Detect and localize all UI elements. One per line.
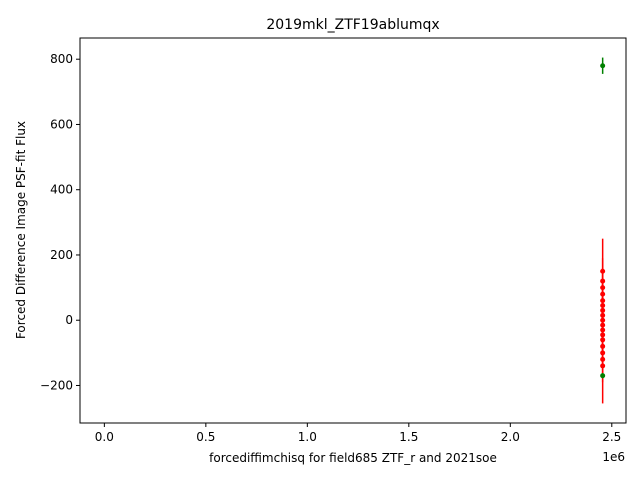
data-point <box>600 322 606 328</box>
data-point <box>600 337 606 343</box>
data-point <box>600 312 606 318</box>
y-axis-label: Forced Difference Image PSF-fit Flux <box>14 121 28 339</box>
x-tick-label: 0.5 <box>196 430 215 444</box>
x-axis-offset-label: 1e6 <box>602 450 625 464</box>
chart-title: 2019mkl_ZTF19ablumqx <box>266 17 439 33</box>
x-tick-label: 1.5 <box>399 430 418 444</box>
x-axis: 0.0 0.5 1.0 1.5 2.0 2.5 <box>95 423 621 444</box>
data-point <box>600 303 606 309</box>
data-series <box>600 57 606 379</box>
data-point <box>600 298 606 304</box>
y-axis: −200 0 200 400 600 800 <box>40 52 80 392</box>
x-axis-label: forcediffimchisq for field685 ZTF_r and … <box>209 451 497 465</box>
data-point <box>600 307 606 313</box>
y-tick-label: 600 <box>50 117 73 131</box>
plot-area <box>600 57 606 404</box>
data-point <box>600 356 606 362</box>
data-point <box>600 291 606 297</box>
data-point <box>600 317 606 323</box>
data-point <box>600 285 606 291</box>
x-tick-label: 0.0 <box>95 430 114 444</box>
axes-frame <box>79 37 627 424</box>
data-series <box>600 238 606 404</box>
data-point <box>600 343 606 349</box>
data-point <box>600 268 606 274</box>
data-point <box>600 278 606 284</box>
data-point <box>600 332 606 338</box>
y-tick-label: −200 <box>40 378 73 392</box>
x-tick-label: 2.0 <box>501 430 520 444</box>
x-tick-label: 1.0 <box>298 430 317 444</box>
data-point <box>600 63 606 69</box>
data-point <box>600 373 606 379</box>
y-tick-label: 200 <box>50 248 73 262</box>
x-tick-label: 2.5 <box>602 430 621 444</box>
data-point <box>600 327 606 333</box>
y-tick-label: 400 <box>50 183 73 197</box>
y-tick-label: 0 <box>65 313 73 327</box>
data-point <box>600 363 606 369</box>
data-point <box>600 350 606 356</box>
y-tick-label: 800 <box>50 52 73 66</box>
